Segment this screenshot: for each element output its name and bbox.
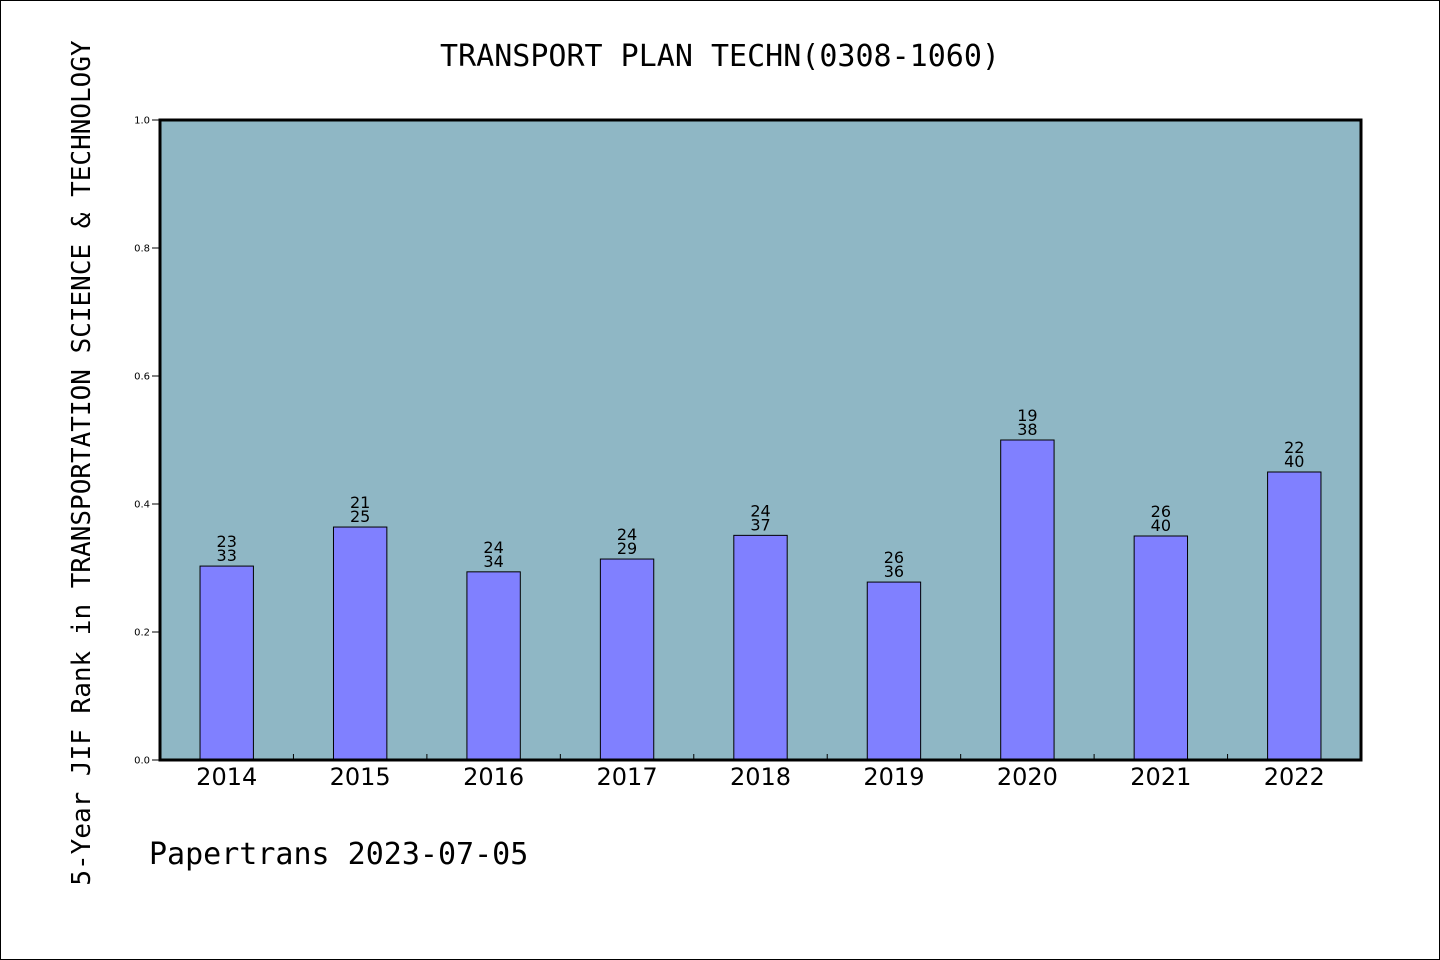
x-tick-label-2020: 2020 xyxy=(997,763,1058,791)
x-tick-label-2018: 2018 xyxy=(730,763,791,791)
chart-title: TRANSPORT PLAN TECHN(0308-1060) xyxy=(440,39,1000,74)
bar-label-bottom-2021: 40 xyxy=(1151,516,1171,535)
bar-label-top-2019: 26 xyxy=(884,548,904,567)
x-tick-label-2019: 2019 xyxy=(863,763,924,791)
bar-label-bottom-2022: 40 xyxy=(1284,452,1304,471)
x-tick-label-2017: 2017 xyxy=(597,763,658,791)
x-tick-label-2014: 2014 xyxy=(196,763,257,791)
plot-border xyxy=(158,118,1363,762)
bar-label-top-2014: 23 xyxy=(217,532,237,551)
bars-group xyxy=(199,439,1322,761)
x-tick-label-2021: 2021 xyxy=(1130,763,1191,791)
bar-2021 xyxy=(1133,535,1189,761)
x-tick-label-2015: 2015 xyxy=(330,763,391,791)
bar-2022 xyxy=(1267,471,1322,761)
y-tick-label: 0.2 xyxy=(134,628,150,639)
bar-2018 xyxy=(733,534,788,761)
x-tick-label-2022: 2022 xyxy=(1264,763,1325,791)
y-tick-label: 0.0 xyxy=(134,756,150,767)
footer-text: Papertrans 2023-07-05 xyxy=(149,837,528,872)
bar-label-top-2016: 24 xyxy=(483,538,503,557)
bar-label-bottom-2014: 33 xyxy=(217,546,237,565)
bar-2014 xyxy=(199,565,254,761)
bar-2015 xyxy=(332,526,388,761)
bar-label-top-2015: 21 xyxy=(350,493,370,512)
bar-2016 xyxy=(466,571,521,761)
y-tick-label: 0.6 xyxy=(134,372,150,383)
y-axis-label: 5-Year JIF Rank in TRANSPORTATION SCIENC… xyxy=(67,40,97,886)
bar-label-top-2018: 24 xyxy=(750,501,770,520)
bar-label-top-2021: 26 xyxy=(1151,502,1171,521)
bar-label-top-2022: 22 xyxy=(1284,438,1304,457)
x-axis-ticks: 2014 2015 2016 2017 2018 2019 2020 2021 2022 xyxy=(196,754,1325,791)
bar-label-bottom-2015: 25 xyxy=(350,507,370,526)
bar-label-top-2020: 19 xyxy=(1017,406,1037,425)
bar-label-top-2017: 24 xyxy=(617,525,637,544)
bar-label-bottom-2018: 37 xyxy=(750,515,770,534)
bar-2019 xyxy=(866,581,922,761)
y-tick-label: 0.8 xyxy=(134,244,150,255)
bar-2020 xyxy=(1000,439,1055,761)
y-tick-label: 0.4 xyxy=(134,500,150,511)
y-axis-ticks: 0.0 0.2 0.4 0.6 0.8 1.0 xyxy=(134,116,160,767)
bar-2017 xyxy=(599,558,655,761)
x-tick-label-2016: 2016 xyxy=(463,763,524,791)
bar-label-bottom-2016: 34 xyxy=(483,552,503,571)
bar-label-bottom-2017: 29 xyxy=(617,539,637,558)
bar-label-bottom-2019: 36 xyxy=(884,562,904,581)
y-tick-label: 1.0 xyxy=(134,116,150,127)
bar-label-bottom-2020: 38 xyxy=(1017,420,1037,439)
